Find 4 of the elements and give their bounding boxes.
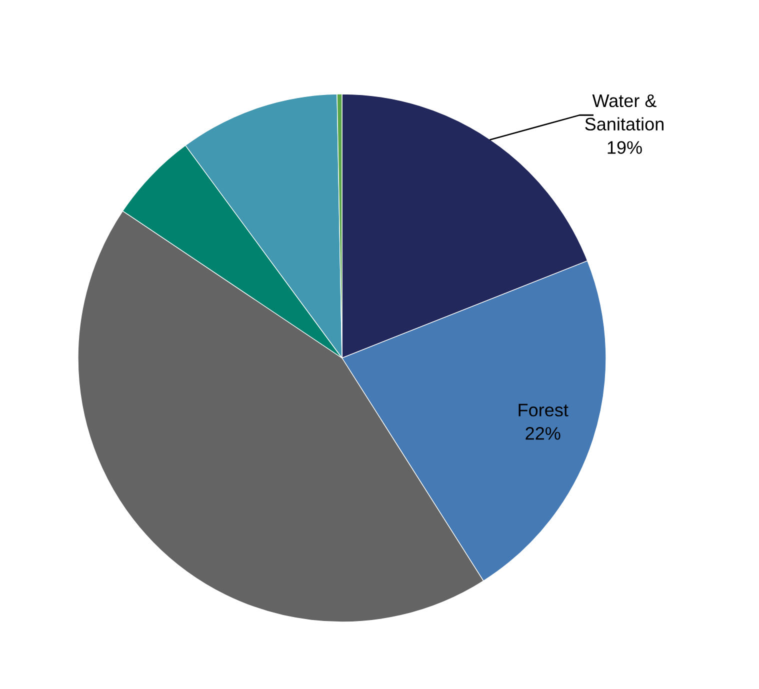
slice-label: Water & Sanitation	[585, 94, 664, 131]
data-label: 22%	[526, 427, 560, 440]
data-label: 19%	[608, 141, 642, 154]
slice-label: Forest	[518, 404, 568, 416]
